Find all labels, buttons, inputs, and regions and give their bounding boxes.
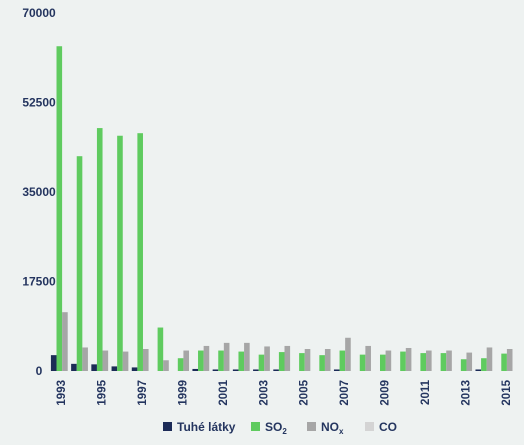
legend-item: SO2 bbox=[251, 420, 287, 436]
bar bbox=[163, 360, 169, 371]
bar bbox=[253, 369, 259, 371]
bar bbox=[304, 349, 311, 371]
bar bbox=[244, 342, 250, 371]
legend-label: SO2 bbox=[265, 420, 287, 436]
bar bbox=[278, 352, 285, 371]
bar bbox=[131, 367, 138, 371]
x-tick-label: 1995 bbox=[97, 379, 109, 405]
bar bbox=[258, 354, 265, 371]
bar bbox=[264, 346, 270, 371]
y-tick-label: 70000 bbox=[22, 6, 56, 20]
bar bbox=[198, 350, 204, 371]
bar bbox=[466, 352, 473, 371]
bar bbox=[183, 350, 190, 371]
bar bbox=[299, 353, 305, 371]
legend: Tuhé látky SO2 NOx CO bbox=[163, 420, 397, 436]
bar bbox=[111, 366, 118, 371]
x-axis-ticks: 1993 1995 1997 1999 2001 2003 2005 2007 2009 2011… bbox=[56, 379, 513, 405]
legend-label: NOx bbox=[321, 420, 344, 436]
bar bbox=[96, 128, 103, 371]
x-tick-label: 2001 bbox=[218, 379, 230, 405]
bar bbox=[440, 353, 447, 371]
bar bbox=[284, 345, 291, 371]
x-tick-label: 2007 bbox=[339, 380, 351, 406]
legend-item: CO bbox=[365, 420, 397, 434]
legend-item: Tuhé látky bbox=[163, 420, 236, 434]
bar bbox=[405, 347, 412, 371]
bar bbox=[142, 349, 149, 371]
bar bbox=[177, 358, 184, 371]
bar bbox=[102, 350, 109, 371]
bar bbox=[400, 351, 406, 371]
bar bbox=[506, 349, 513, 371]
bar bbox=[273, 369, 279, 371]
legend-label: Tuhé látky bbox=[177, 420, 236, 434]
bar bbox=[238, 351, 245, 371]
legend-swatch bbox=[251, 422, 260, 431]
legend-label: CO bbox=[379, 420, 397, 434]
bar bbox=[56, 46, 63, 372]
bar bbox=[385, 350, 392, 371]
legend-swatch bbox=[307, 422, 316, 431]
bar bbox=[319, 355, 325, 371]
bar bbox=[345, 337, 351, 371]
bar bbox=[82, 347, 88, 371]
bar bbox=[486, 347, 493, 371]
bar bbox=[192, 368, 199, 371]
y-tick-label: 35000 bbox=[22, 185, 56, 199]
x-tick-label: 1999 bbox=[177, 380, 189, 406]
y-tick-label: 0 bbox=[36, 364, 43, 378]
x-tick-label: 2015 bbox=[501, 379, 513, 405]
bar bbox=[157, 327, 164, 371]
bar bbox=[365, 345, 371, 371]
bar bbox=[501, 353, 507, 371]
legend-item: NOx bbox=[307, 420, 344, 436]
x-tick-label: 2011 bbox=[420, 379, 432, 405]
bar bbox=[333, 369, 340, 371]
bar bbox=[475, 369, 482, 371]
bar bbox=[359, 354, 366, 371]
bar bbox=[481, 358, 487, 371]
bars-layer bbox=[50, 46, 513, 372]
bar bbox=[446, 350, 452, 371]
y-tick-label: 17500 bbox=[22, 275, 56, 289]
x-tick-label: 2003 bbox=[258, 380, 270, 406]
y-axis-ticks: 0 17500 35000 52500 70000 bbox=[22, 6, 56, 378]
x-tick-label: 2005 bbox=[299, 379, 311, 405]
bar bbox=[339, 350, 346, 371]
bar bbox=[71, 363, 77, 371]
legend-swatch bbox=[365, 422, 374, 431]
bar bbox=[223, 342, 230, 371]
bar bbox=[117, 135, 123, 371]
bar bbox=[76, 156, 83, 371]
bar bbox=[122, 351, 129, 371]
bar bbox=[420, 353, 427, 371]
bar bbox=[203, 345, 210, 371]
bar bbox=[324, 349, 331, 371]
y-tick-label: 52500 bbox=[22, 96, 56, 110]
bar bbox=[460, 359, 467, 371]
bar bbox=[212, 369, 219, 371]
x-tick-label: 1993 bbox=[56, 380, 68, 406]
bar bbox=[137, 133, 143, 371]
legend-swatch bbox=[163, 422, 172, 431]
bar bbox=[50, 355, 57, 371]
bar bbox=[218, 350, 224, 371]
bar bbox=[379, 354, 386, 371]
bar bbox=[426, 350, 432, 371]
x-tick-label: 2013 bbox=[461, 380, 473, 406]
bar bbox=[232, 369, 239, 371]
x-tick-label: 1997 bbox=[137, 380, 149, 406]
bar bbox=[91, 364, 97, 371]
bar bbox=[62, 312, 68, 371]
x-tick-label: 2009 bbox=[380, 380, 392, 406]
